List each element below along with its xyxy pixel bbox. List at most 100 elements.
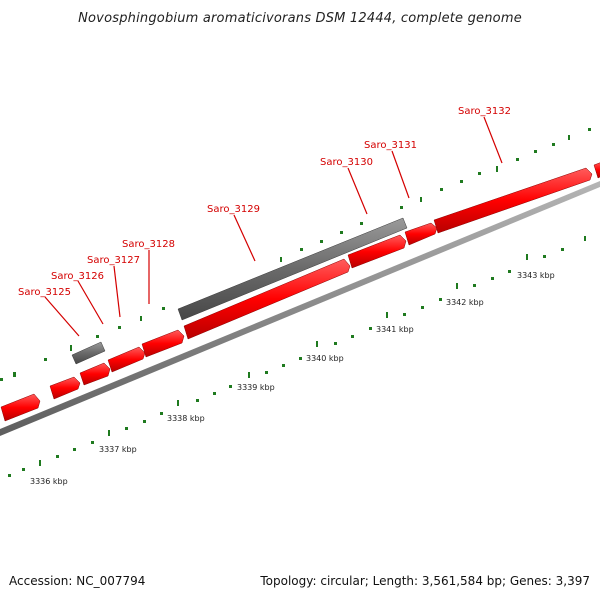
outer-tick	[320, 240, 323, 243]
gene-feature-red	[183, 258, 351, 340]
gene-feature-grey	[71, 341, 106, 365]
outer-tick	[360, 222, 363, 225]
inner-tick	[39, 460, 41, 466]
gene-feature-grey	[177, 217, 408, 321]
outer-tick	[140, 316, 142, 321]
scale-label: 3342 kbp	[446, 298, 484, 307]
inner-tick	[108, 430, 110, 436]
gene-feature-red	[49, 376, 81, 400]
inner-tick	[561, 248, 564, 251]
outer-tick	[340, 231, 343, 234]
leader-line	[347, 167, 368, 215]
gene-label: Saro_3130	[320, 157, 373, 168]
inner-tick	[351, 335, 354, 338]
inner-tick	[421, 306, 424, 309]
gene-feature-red	[107, 346, 146, 373]
inner-tick	[73, 448, 76, 451]
inner-tick	[403, 313, 406, 316]
gene-feature-red	[0, 393, 41, 422]
inner-tick	[213, 392, 216, 395]
outer-tick	[478, 172, 481, 175]
inner-tick-track	[8, 236, 586, 477]
inner-tick	[439, 298, 442, 301]
inner-tick	[125, 427, 128, 430]
inner-tick	[248, 372, 250, 378]
outer-tick	[534, 150, 537, 153]
outer-tick-track	[0, 128, 591, 381]
inner-tick	[584, 236, 586, 241]
inner-tick	[8, 474, 11, 477]
inner-tick	[543, 255, 546, 258]
gene-label: Saro_3125	[18, 287, 71, 298]
outer-tick	[588, 128, 591, 131]
genome-backbone	[0, 181, 600, 436]
inner-tick	[56, 455, 59, 458]
scale-label: 3341 kbp	[376, 325, 414, 334]
gene-feature-red	[593, 162, 600, 179]
inner-tick	[473, 284, 476, 287]
red-features	[0, 162, 600, 422]
inner-tick	[177, 400, 179, 406]
leader-line	[391, 150, 410, 199]
inner-tick	[491, 277, 494, 280]
gene-label: Saro_3131	[364, 140, 417, 151]
outer-tick	[400, 206, 403, 209]
outer-tick	[0, 378, 3, 381]
outer-tick	[44, 358, 47, 361]
outer-tick	[516, 158, 519, 161]
label-leaders	[44, 116, 503, 337]
gene-label: Saro_3128	[122, 239, 175, 250]
gene-label: Saro_3126	[51, 271, 104, 282]
scale-label: 3337 kbp	[99, 445, 137, 454]
scale-label: 3336 kbp	[30, 477, 68, 486]
gene-label: Saro_3132	[458, 106, 511, 117]
outer-tick	[162, 307, 165, 310]
outer-tick	[118, 326, 121, 329]
gene-feature-red	[79, 362, 111, 386]
leader-line	[44, 296, 80, 337]
gene-feature-red	[404, 222, 438, 246]
gene-labels: Saro_3125 Saro_3126 Saro_3127 Saro_3128 …	[18, 106, 511, 298]
scale-label: 3340 kbp	[306, 354, 344, 363]
outer-tick	[13, 372, 16, 377]
inner-tick	[299, 357, 302, 360]
inner-tick	[369, 327, 372, 330]
inner-tick	[160, 412, 163, 415]
scale-label: 3343 kbp	[517, 271, 555, 280]
inner-tick	[91, 441, 94, 444]
outer-tick	[440, 188, 443, 191]
gene-feature-red	[347, 234, 407, 269]
inner-tick	[316, 341, 318, 347]
gene-label: Saro_3129	[207, 204, 260, 215]
leader-line	[483, 116, 503, 164]
outer-tick	[552, 143, 555, 146]
inner-tick	[508, 270, 511, 273]
inner-tick	[334, 342, 337, 345]
outer-tick	[70, 345, 72, 351]
inner-tick	[526, 254, 528, 260]
outer-tick	[300, 248, 303, 251]
inner-tick	[456, 283, 458, 289]
grey-features	[71, 217, 408, 365]
gene-feature-red	[433, 167, 593, 234]
inner-tick	[196, 399, 199, 402]
gene-feature-red	[141, 329, 185, 358]
scale-label: 3339 kbp	[237, 383, 275, 392]
inner-tick	[265, 371, 268, 374]
leader-line	[113, 265, 121, 318]
inner-tick	[386, 312, 388, 318]
leader-line	[233, 214, 256, 262]
outer-tick	[96, 335, 99, 338]
outer-tick	[568, 135, 570, 140]
inner-tick	[22, 468, 25, 471]
outer-tick	[460, 180, 463, 183]
leader-line	[77, 280, 104, 325]
gene-label: Saro_3127	[87, 255, 140, 266]
inner-tick	[229, 385, 232, 388]
accession-text: Accession: NC_007794	[9, 574, 146, 588]
outer-tick	[496, 166, 498, 172]
inner-tick	[282, 364, 285, 367]
scale-label: 3338 kbp	[167, 414, 205, 423]
inner-tick	[143, 420, 146, 423]
